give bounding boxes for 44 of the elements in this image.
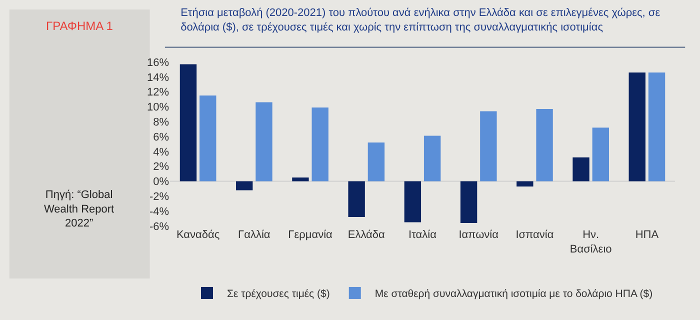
y-tick-label: 2%: [153, 161, 170, 174]
y-tick-label: -6%: [149, 220, 170, 233]
bar: [292, 178, 309, 182]
x-tick-label: Καναδάς: [176, 229, 220, 241]
bar: [480, 111, 497, 182]
text: ΓΡΑΦΗΜΑ 1: [46, 19, 114, 33]
bar: [592, 128, 609, 182]
x-tick-label: Γερμανία: [288, 229, 334, 241]
bar: [200, 96, 216, 182]
chart-title: Ετήσια μεταβολή (2020-2021) του πλούτου ανά ενήλικα στην Ελλάδα και σε επιλεγμένες χώρες, σε δολάρια ($), σε τρέχουσες τιμές και χωρίς την επίπτωση της συναλλαγματικής ισοτιμίας: [180, 7, 660, 34]
y-tick-label: 4%: [153, 146, 170, 158]
x-tick-label: Ιαπωνία: [458, 229, 500, 241]
bar: [648, 72, 666, 182]
bar: [404, 181, 422, 222]
y-tick-label: 8%: [153, 116, 170, 128]
legend-label: Σε τρέχουσες τιμές ($): [227, 288, 330, 300]
y-tick-label: 0%: [153, 176, 170, 188]
bar: [256, 102, 272, 182]
bar: [536, 108, 553, 182]
y-tick-label: 16%: [146, 56, 170, 69]
legend-label: Με σταθερή συναλλαγματική ισοτιμία με το δολάριο ΗΠΑ ($): [374, 288, 653, 300]
y-tick-label: 14%: [146, 72, 170, 84]
x-tick-label: Ιταλία: [408, 229, 438, 241]
y-tick-label: 10%: [146, 102, 170, 114]
bar: [628, 72, 646, 182]
x-tick-label: Ελλάδα: [348, 229, 386, 241]
bar: [460, 181, 478, 224]
text: Πηγή: “Global Wealth Report 2022”: [44, 189, 114, 230]
bar: [516, 181, 534, 186]
bar: [572, 157, 590, 182]
bar: [424, 136, 441, 182]
bar: [312, 107, 328, 182]
bar: [348, 181, 365, 218]
bar: [236, 181, 253, 190]
y-tick-label: -2%: [149, 191, 170, 204]
x-tick-label: Ην. Βασίλειο: [570, 229, 612, 256]
bar: [368, 142, 385, 182]
y-tick-label: -4%: [149, 206, 170, 218]
y-tick-label: 12%: [146, 86, 170, 99]
bar: [180, 64, 197, 182]
x-tick-label: Ισπανία: [516, 229, 554, 241]
x-tick-label: ΗΠΑ: [635, 229, 660, 241]
x-tick-label: Γαλλία: [238, 229, 271, 241]
y-tick-label: 6%: [153, 131, 170, 144]
